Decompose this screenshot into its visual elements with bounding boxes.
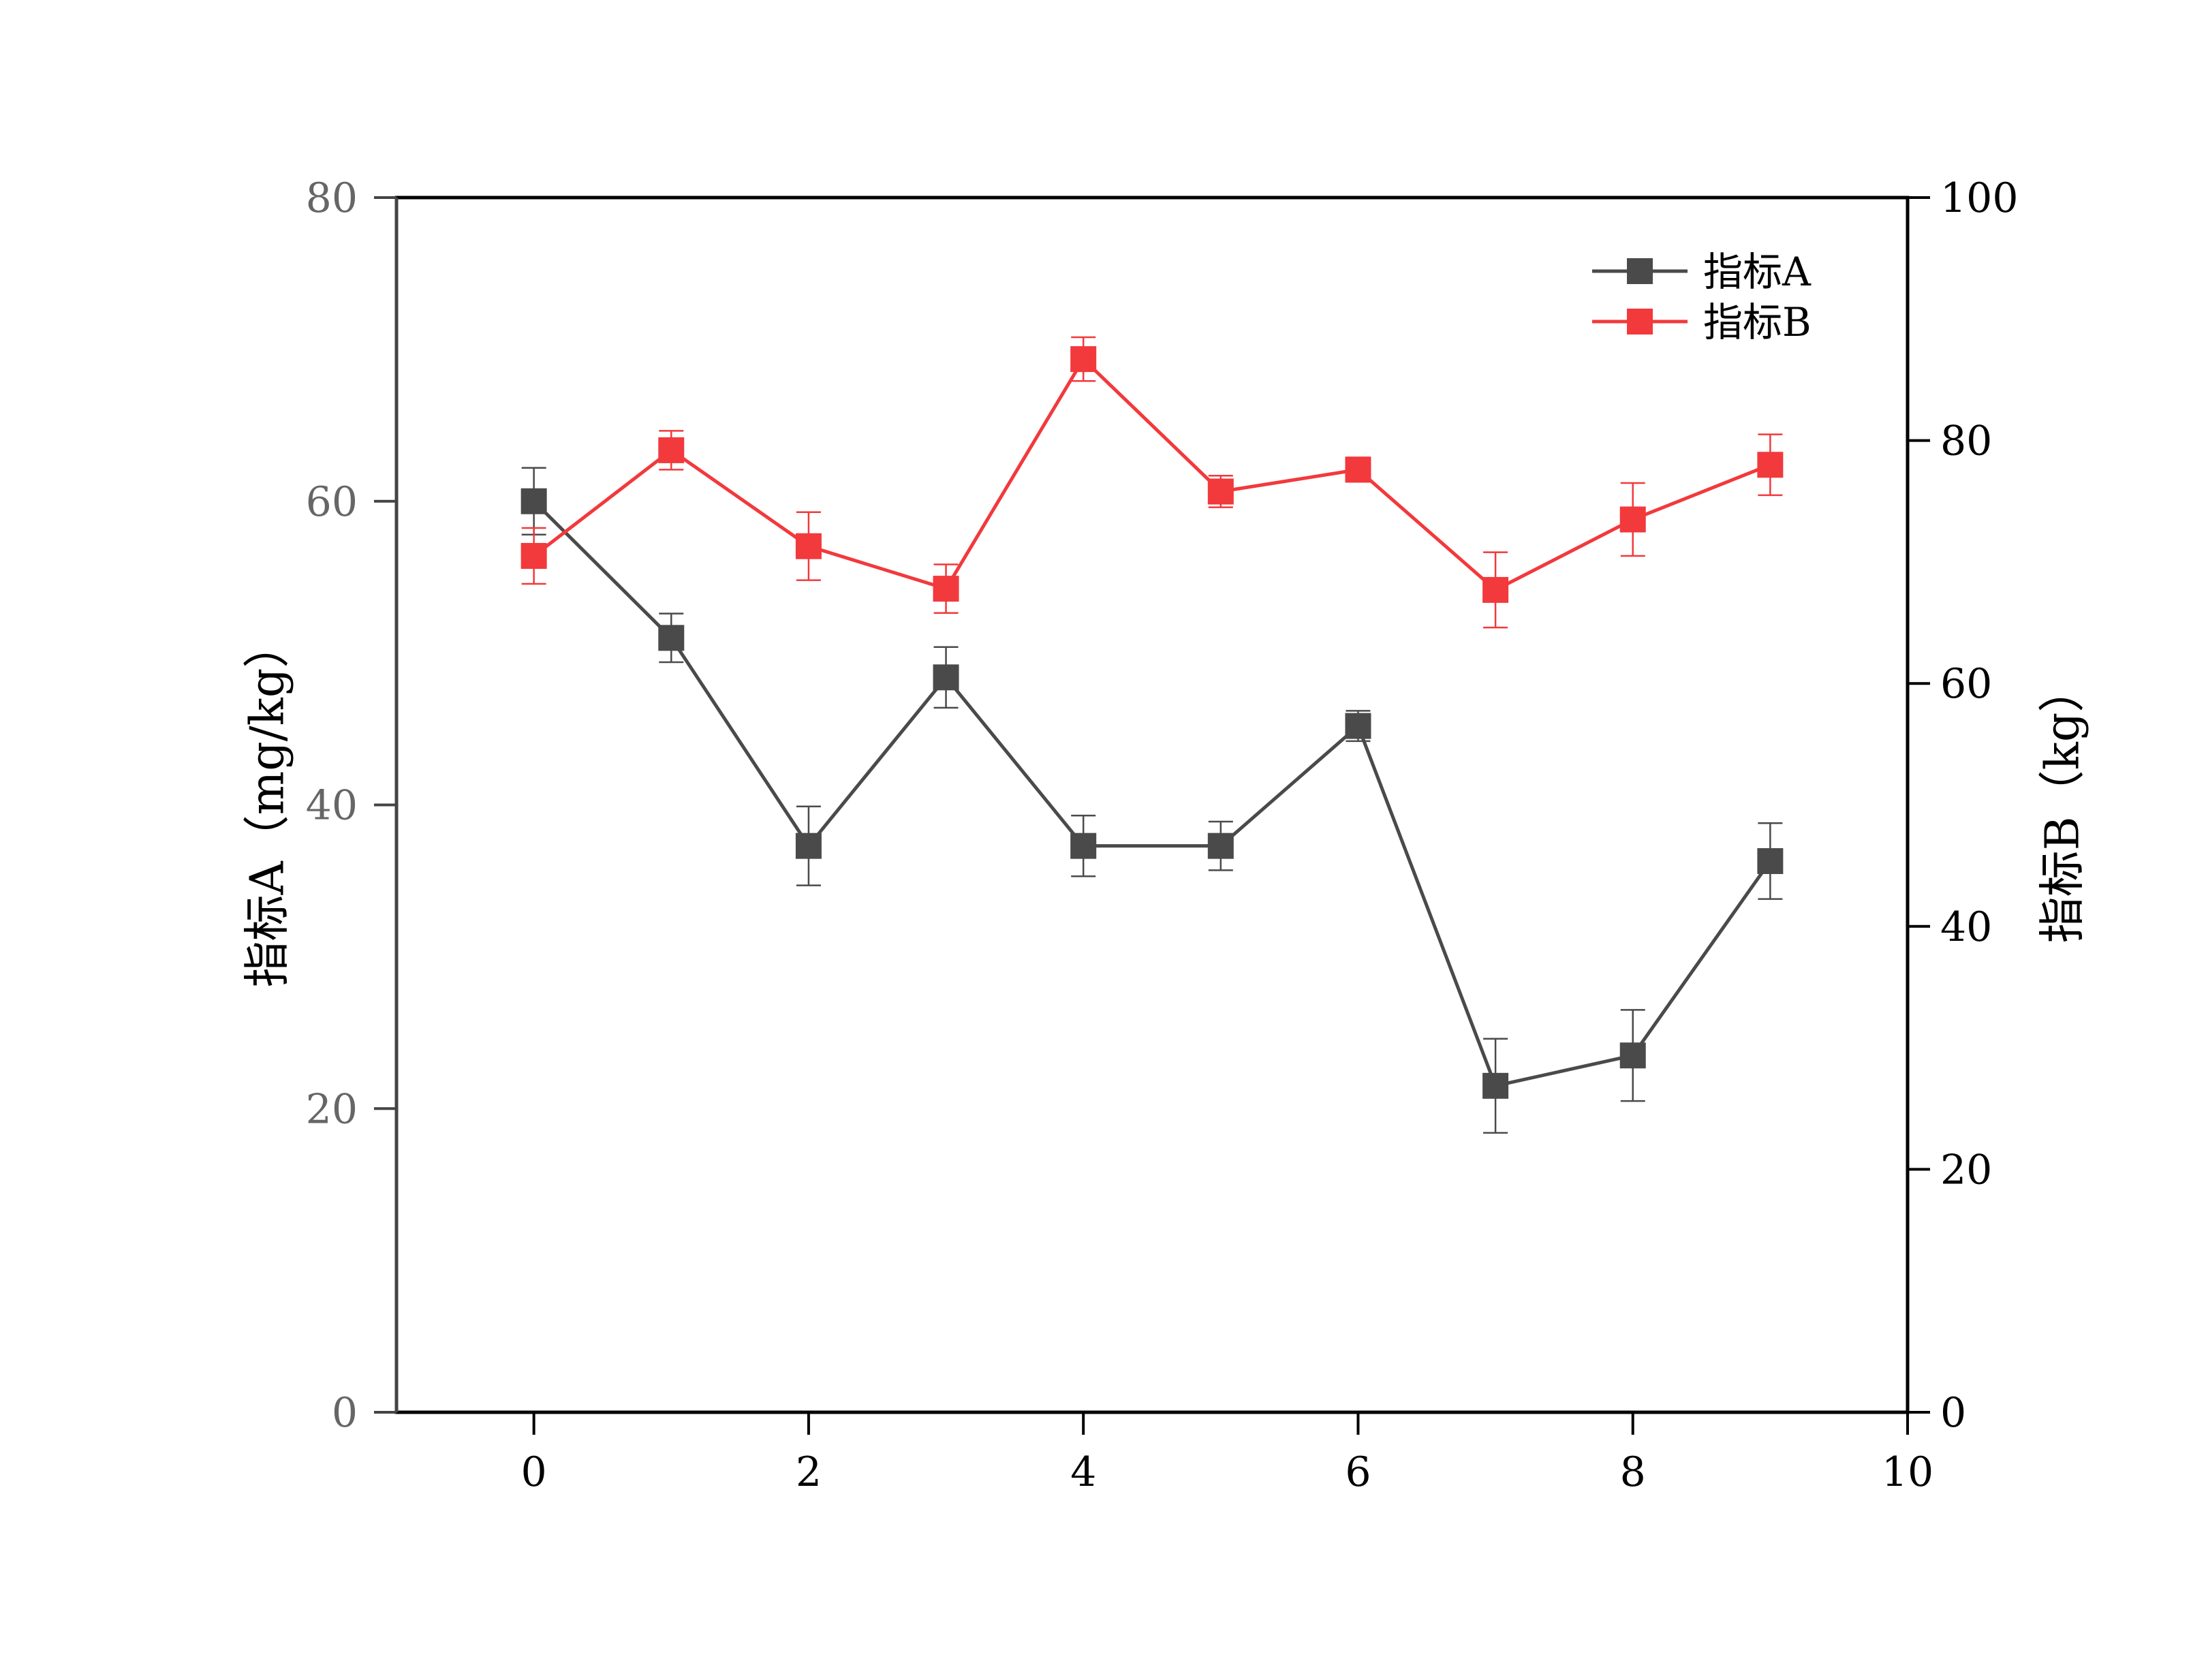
right-y-tick-label: 80 xyxy=(1940,418,1992,465)
legend-marker xyxy=(1627,258,1653,284)
legend-label: 指标B xyxy=(1703,299,1812,345)
left-y-tick-label: 40 xyxy=(306,782,358,830)
data-point-marker xyxy=(1619,1042,1646,1069)
series-markers-layer xyxy=(520,346,1784,1099)
right-y-tick-label: 20 xyxy=(1940,1146,1992,1194)
data-point-marker xyxy=(795,833,822,859)
data-point-marker xyxy=(1070,833,1097,859)
plot-frame xyxy=(394,196,1910,1414)
data-point-marker xyxy=(1482,1072,1509,1099)
x-tick-label: 4 xyxy=(1070,1448,1096,1496)
left-y-tick-label: 20 xyxy=(306,1085,358,1133)
data-point-marker xyxy=(520,488,547,514)
data-point-marker xyxy=(933,576,959,602)
data-point-marker xyxy=(1345,713,1371,739)
x-tick-label: 6 xyxy=(1345,1448,1371,1496)
x-tick-label: 2 xyxy=(796,1448,822,1496)
left-y-tick-label: 80 xyxy=(306,174,358,222)
data-point-marker xyxy=(1207,478,1234,505)
data-point-marker xyxy=(1619,506,1646,533)
right-y-tick-label: 100 xyxy=(1940,174,2019,222)
data-point-marker xyxy=(795,533,822,559)
right-y-axis-ticks: 0 20 40 60 80 100 xyxy=(1908,174,2019,1437)
right-y-axis-title: 指标B（kg） xyxy=(2036,666,2090,944)
left-y-tick-label: 0 xyxy=(332,1389,358,1437)
left-y-tick-label: 60 xyxy=(306,478,358,526)
left-y-axis-ticks: 0 20 40 60 80 xyxy=(306,174,397,1437)
data-point-marker xyxy=(520,542,547,569)
data-point-marker xyxy=(658,625,685,651)
data-point-marker xyxy=(1070,346,1097,373)
data-point-marker xyxy=(933,664,959,691)
data-point-marker xyxy=(1207,833,1234,859)
legend-marker xyxy=(1627,309,1653,335)
series-lines-layer xyxy=(532,357,1772,1088)
error-bars-layer xyxy=(521,336,1783,1134)
x-tick-label: 0 xyxy=(521,1448,547,1496)
data-point-marker xyxy=(1757,847,1784,874)
right-y-tick-label: 0 xyxy=(1940,1389,1966,1437)
data-point-marker xyxy=(1757,452,1784,478)
x-axis-ticks: 0 2 4 6 8 10 xyxy=(521,1412,1933,1496)
series-line xyxy=(532,499,1772,1088)
right-y-tick-label: 60 xyxy=(1940,660,1992,708)
data-point-marker xyxy=(1482,576,1509,603)
x-tick-label: 10 xyxy=(1882,1448,1933,1496)
legend-label: 指标A xyxy=(1703,249,1812,295)
x-tick-label: 8 xyxy=(1620,1448,1646,1496)
data-point-marker xyxy=(658,437,685,463)
right-y-tick-label: 40 xyxy=(1940,903,1992,951)
series-line xyxy=(533,357,1771,592)
data-point-marker xyxy=(1345,456,1371,483)
left-y-axis-title: 指标A（mg/kg） xyxy=(241,622,295,988)
